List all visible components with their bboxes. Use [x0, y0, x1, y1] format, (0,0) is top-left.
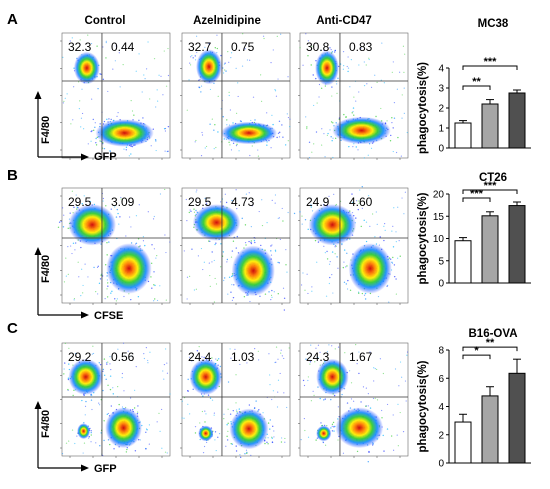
significance-bracket	[462, 346, 518, 352]
significance-bracket	[462, 189, 518, 195]
quadrant-upper-right-percent: 4.60	[349, 195, 373, 209]
y-tick-label: 3	[438, 84, 444, 95]
panel-label-a: A	[7, 11, 18, 28]
flow-panel: 29.5 4.73	[180, 187, 291, 311]
bar	[454, 421, 472, 464]
flow-panel: 29.2 0.56	[60, 342, 171, 458]
bar	[481, 215, 499, 284]
chart-title: B16-OVA	[469, 328, 518, 340]
flow-panel: 30.8 0.83	[298, 32, 409, 160]
y-tick-label: 10	[433, 234, 445, 245]
row-b-axes: F4/80 CFSE	[34, 247, 123, 322]
y-tick-label: 20	[433, 190, 445, 201]
y-tick-label: 2	[438, 104, 444, 115]
flow-panel: 29.5 3.09	[57, 187, 171, 305]
significance-label: ***	[484, 180, 498, 192]
chart-title: MC38	[478, 18, 509, 30]
flow-cytometry-panels: 32.3 0.44 32.7 0.75 30.8 0.83 29.5 3.09 29.5 4.73…	[57, 32, 409, 463]
significance-label: **	[486, 337, 495, 349]
quadrant-upper-left-percent: 24.3	[306, 350, 330, 364]
significance-label: *	[474, 345, 479, 357]
quadrant-upper-left-percent: 29.5	[188, 195, 212, 209]
bar	[454, 122, 472, 149]
y-tick-label: 0	[438, 279, 444, 290]
flow-panel: 32.7 0.75	[180, 32, 291, 160]
quadrant-upper-right-percent: 4.73	[231, 195, 255, 209]
significance-bracket	[462, 197, 491, 203]
significance-label: **	[472, 76, 481, 88]
column-title-control: Control	[85, 15, 126, 27]
bar-chart: CT26 phagocytosis(%) 0 5 10 15 20 ******	[417, 172, 531, 290]
bar	[508, 92, 526, 149]
row-a-yaxis-label: F4/80	[40, 116, 52, 144]
quadrant-upper-left-percent: 29.2	[68, 350, 92, 364]
y-tick-label: 4	[438, 64, 444, 75]
row-b-yaxis-label: F4/80	[40, 255, 52, 283]
chart-ylabel: phagocytosis(%)	[417, 192, 429, 284]
panel-label-b: B	[7, 167, 18, 184]
y-tick-label: 6	[438, 374, 444, 385]
quadrant-upper-left-percent: 24.9	[306, 195, 330, 209]
chart-ylabel: phagocytosis(%)	[417, 62, 429, 154]
quadrant-upper-left-percent: 32.7	[188, 40, 212, 54]
flow-panel: 24.4 1.03	[180, 342, 291, 459]
y-tick-label: 15	[433, 212, 445, 223]
y-tick-label: 8	[438, 346, 444, 357]
row-c-yaxis-label: F4/80	[40, 410, 52, 438]
row-c-xaxis-label: GFP	[94, 463, 117, 475]
y-tick-label: 2	[438, 430, 444, 441]
column-title-azelnidipine: Azelnidipine	[193, 15, 261, 27]
quadrant-upper-right-percent: 0.75	[231, 40, 255, 54]
y-tick-label: 5	[438, 256, 444, 267]
quadrant-upper-left-percent: 32.3	[68, 40, 92, 54]
significance-bracket	[462, 85, 491, 90]
bar-chart: MC38 phagocytosis(%) 0 1 2 3 4 *****	[417, 18, 531, 155]
row-a-axes: F4/80 GFP	[34, 91, 117, 163]
row-a-xaxis-label: GFP	[94, 151, 117, 163]
bar	[508, 205, 526, 284]
quadrant-upper-right-percent: 1.03	[231, 350, 255, 364]
y-tick-label: 0	[438, 144, 444, 155]
quadrant-upper-right-percent: 0.83	[349, 40, 373, 54]
quadrant-upper-right-percent: 1.67	[349, 350, 373, 364]
significance-label: ***	[484, 56, 498, 68]
y-tick-label: 4	[438, 402, 444, 413]
bar	[454, 240, 472, 284]
y-tick-label: 1	[438, 124, 444, 135]
quadrant-upper-right-percent: 3.09	[111, 195, 135, 209]
quadrant-upper-left-percent: 29.5	[68, 195, 92, 209]
significance-label: ***	[470, 188, 484, 200]
bar	[481, 395, 499, 464]
bar	[481, 103, 499, 149]
y-tick-label: 0	[438, 459, 444, 470]
flow-panel: 32.3 0.44	[60, 32, 171, 160]
column-title-anti-cd47: Anti-CD47	[316, 15, 372, 27]
panel-label-c: C	[7, 320, 18, 337]
quadrant-upper-left-percent: 24.4	[188, 350, 212, 364]
quadrant-upper-right-percent: 0.56	[111, 350, 135, 364]
bar	[508, 372, 526, 464]
row-c-axes: F4/80 GFP	[34, 401, 117, 475]
chart-title: CT26	[479, 172, 507, 184]
flow-panel: 24.3 1.67	[298, 342, 409, 463]
flow-panel: 24.9 4.60	[282, 186, 409, 305]
row-b-xaxis-label: CFSE	[94, 310, 123, 322]
quadrant-upper-right-percent: 0.44	[111, 40, 135, 54]
significance-bracket	[462, 65, 518, 70]
significance-bracket	[462, 354, 491, 360]
quadrant-upper-left-percent: 30.8	[306, 40, 330, 54]
chart-ylabel: phagocytosis(%)	[417, 360, 429, 452]
